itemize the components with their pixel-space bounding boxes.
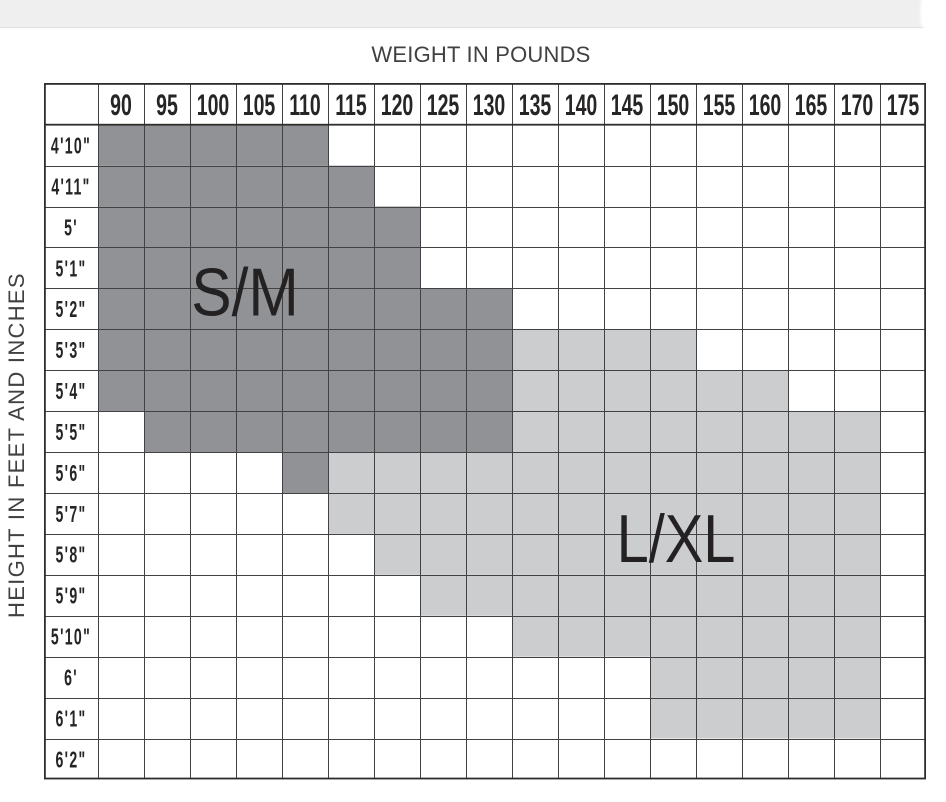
svg-text:6'2": 6'2" xyxy=(56,747,87,774)
svg-text:110: 110 xyxy=(289,89,320,122)
svg-text:160: 160 xyxy=(749,89,782,122)
svg-text:175: 175 xyxy=(887,89,920,122)
svg-text:140: 140 xyxy=(565,89,598,122)
svg-text:WEIGHT IN POUNDS: WEIGHT IN POUNDS xyxy=(371,42,590,67)
svg-text:5': 5' xyxy=(64,215,78,242)
svg-text:105: 105 xyxy=(243,89,276,122)
svg-text:130: 130 xyxy=(473,89,506,122)
svg-text:135: 135 xyxy=(519,89,552,122)
svg-text:4'10": 4'10" xyxy=(51,133,91,160)
svg-text:5'6": 5'6" xyxy=(56,460,87,487)
svg-text:5'7": 5'7" xyxy=(56,501,87,528)
svg-text:5'4": 5'4" xyxy=(56,378,87,405)
svg-text:95: 95 xyxy=(156,89,178,122)
svg-text:S/M: S/M xyxy=(191,254,299,330)
svg-text:120: 120 xyxy=(381,89,414,122)
svg-text:5'9": 5'9" xyxy=(56,583,87,610)
svg-text:5'8": 5'8" xyxy=(56,542,87,569)
svg-text:6'1": 6'1" xyxy=(56,706,87,733)
svg-text:150: 150 xyxy=(657,89,690,122)
svg-text:145: 145 xyxy=(611,89,644,122)
svg-text:115: 115 xyxy=(335,89,366,122)
svg-text:5'10": 5'10" xyxy=(51,624,91,651)
svg-text:5'5": 5'5" xyxy=(56,419,87,446)
svg-text:6': 6' xyxy=(64,665,78,692)
svg-text:155: 155 xyxy=(703,89,736,122)
svg-text:4'11": 4'11" xyxy=(51,174,90,201)
svg-text:100: 100 xyxy=(197,89,230,122)
svg-text:125: 125 xyxy=(427,89,460,122)
svg-text:L/XL: L/XL xyxy=(617,502,736,577)
svg-text:170: 170 xyxy=(841,89,874,122)
svg-text:5'3": 5'3" xyxy=(56,337,87,364)
svg-text:HEIGHT IN FEET AND INCHES: HEIGHT IN FEET AND INCHES xyxy=(4,272,29,618)
svg-text:165: 165 xyxy=(795,89,828,122)
svg-text:5'1": 5'1" xyxy=(56,256,87,283)
svg-text:90: 90 xyxy=(110,89,132,122)
svg-text:5'2": 5'2" xyxy=(56,297,87,324)
